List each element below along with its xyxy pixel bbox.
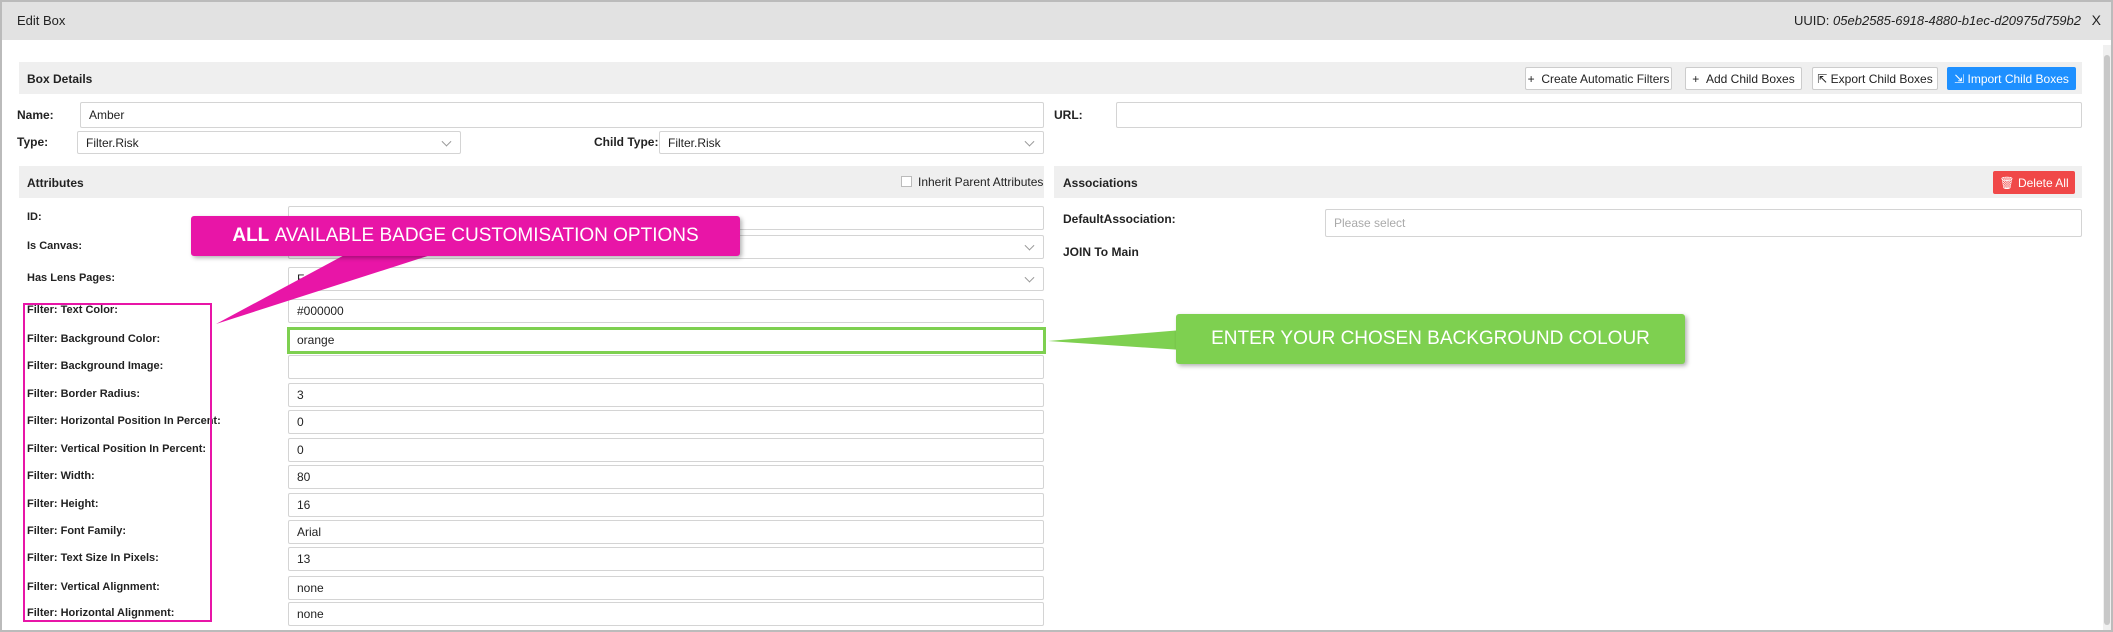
input-value: #000000 [297,304,344,318]
field-label: URL: [1054,108,1083,122]
section-title: Box Details [27,72,93,86]
header [2,2,2111,40]
input-value: 13 [297,552,311,566]
text-input[interactable]: Amber [80,102,1044,128]
section-title: Attributes [27,176,84,190]
input-value: Arial [297,525,322,539]
highlight-box [287,327,1046,354]
input-value: 0 [297,415,304,429]
field-label: Filter: Height: [27,498,99,510]
input-value: Filter.Risk [668,135,721,150]
button-label: Add Child Boxes [1705,71,1795,86]
field-label: Has Lens Pages: [27,272,116,284]
highlight-box [23,303,212,622]
field-label: Name: [17,108,54,122]
field-label: Filter: Width: [27,470,95,482]
text-input[interactable]: 0 [288,438,1044,462]
input-value: 80 [297,470,311,484]
field-label: Filter: Border Radius: [27,388,141,400]
text-input[interactable]: none [288,576,1044,600]
field-label: Filter: Background Color: [27,333,161,345]
input-value: 3 [297,388,304,402]
field-label: Filter: Font Family: [27,525,126,537]
field-label: Filter: Horizontal Position In Percent: [27,415,221,427]
input-value: none [297,581,324,595]
callout-text: ENTER YOUR CHOSEN BACKGROUND COLOUR [1211,328,1650,349]
green-pointer [1048,330,1182,350]
select[interactable]: Filter.Risk [77,131,461,154]
select[interactable]: Filter.Risk [659,131,1044,154]
text-input[interactable] [288,355,1044,379]
text-input[interactable]: #000000 [288,299,1044,323]
field-label: Type: [17,135,49,149]
associations-bar [1054,166,2082,198]
header-title: Edit Box [17,13,66,28]
text-input[interactable]: 13 [288,547,1044,571]
input-value: Amber [89,108,125,122]
field-label: DefaultAssociation: [1063,212,1176,226]
select[interactable]: Please select [1325,209,2082,237]
text-input[interactable]: Arial [288,520,1044,544]
scrollbar[interactable] [2103,45,2111,630]
uuid: UUID: 05eb2585-6918-4880-b1ec-d20975d759… [1794,13,2081,28]
field-label: Filter: Background Image: [27,360,164,372]
uuid-label: UUID: [1794,13,1830,28]
button[interactable]: + Create Automatic Filters [1525,67,1672,90]
input-value: none [297,607,324,621]
input-value: orange [297,333,335,347]
button-label: Create Automatic Filters [1541,71,1670,86]
attributes-bar [19,166,1044,198]
section-title: Associations [1063,176,1138,190]
uuid-value: 05eb2585-6918-4880-b1ec-d20975d759b2 [1833,13,2081,28]
field-label: Child Type: [594,135,659,149]
placeholder: Please select [1334,216,1406,230]
field-label: Filter: Vertical Alignment: [27,581,160,593]
input-value: Filter.Risk [86,135,139,150]
field-label: Filter: Text Color: [27,304,118,316]
callout-bold: ALL [232,225,270,246]
input-value: 0 [297,443,304,457]
button-label: Import Child Boxes [1967,71,2069,86]
green-callout: ENTER YOUR CHOSEN BACKGROUND COLOUR [1176,314,1685,364]
field-label: Filter: Horizontal Alignment: [27,607,175,619]
button[interactable]: ⇱ Export Child Boxes [1812,67,1938,90]
field-label: Is Canvas: [27,240,83,252]
button-label: Delete All [2017,175,2069,190]
field-label: ID: [27,211,42,223]
pink-pointer [216,252,440,324]
text-input[interactable]: 0 [288,410,1044,434]
field-label: Filter: Vertical Position In Percent: [27,443,207,455]
delete-all-button[interactable]: 🗑 Delete All [1993,171,2075,194]
button[interactable]: + Add Child Boxes [1685,67,1802,90]
text-input[interactable]: 3 [288,383,1044,407]
button-label: Export Child Boxes [1830,71,1933,86]
text-input[interactable]: 80 [288,465,1044,489]
input-value: 16 [297,498,311,512]
checkbox-label: Inherit Parent Attributes [918,175,1044,189]
text-input[interactable]: none [288,602,1044,626]
checkbox[interactable] [901,176,912,187]
button-primary[interactable]: ⇲ Import Child Boxes [1947,67,2076,90]
text-input[interactable] [1116,102,2082,128]
callout-text: AVAILABLE BADGE CUSTOMISATION OPTIONS [274,225,699,246]
pink-callout: ALL AVAILABLE BADGE CUSTOMISATION OPTION… [191,216,740,256]
field-label: JOIN To Main [1063,245,1139,259]
field-label: Filter: Text Size In Pixels: [27,552,159,564]
close-button[interactable]: X [2091,12,2101,28]
text-input[interactable]: 16 [288,493,1044,517]
